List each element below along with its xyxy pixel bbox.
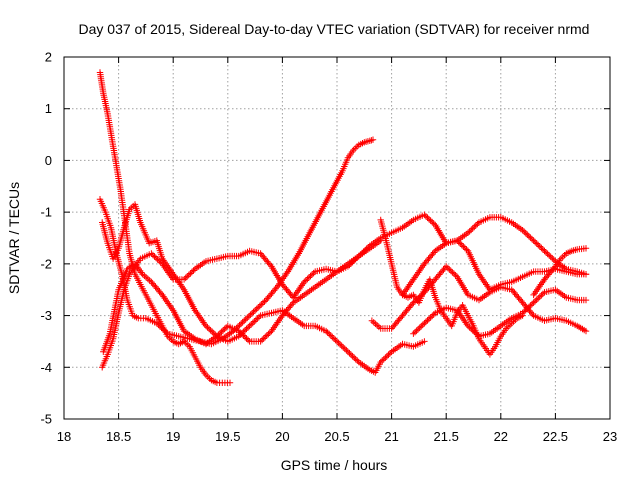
x-tick-label-19: 19 xyxy=(166,429,180,444)
x-tick-label-21: 21 xyxy=(384,429,398,444)
x-tick-label-21-5: 21.5 xyxy=(434,429,459,444)
y-tick-label-minus-4: -4 xyxy=(40,360,52,375)
y-axis-label: SDTVAR / TECUs xyxy=(6,182,22,294)
series-track-5 xyxy=(100,237,384,355)
series-markers xyxy=(368,263,590,335)
x-tick-label-22: 22 xyxy=(494,429,508,444)
y-tick-label-minus-1: -1 xyxy=(40,205,52,220)
series-track-8 xyxy=(399,237,590,299)
series-markers xyxy=(410,286,590,340)
x-axis-label: GPS time / hours xyxy=(281,457,388,473)
series-track-10 xyxy=(530,245,590,299)
x-tick-label-20-5: 20.5 xyxy=(324,429,349,444)
series-track-9 xyxy=(410,286,590,340)
series-markers xyxy=(100,237,384,355)
y-tick-label-0: 0 xyxy=(45,153,52,168)
y-tick-label-2: 2 xyxy=(45,50,52,65)
data-series xyxy=(96,69,590,386)
series-track-7 xyxy=(368,263,590,335)
x-tick-label-23: 23 xyxy=(603,429,617,444)
x-tick-label-20: 20 xyxy=(275,429,289,444)
y-tick-label-1: 1 xyxy=(45,101,52,116)
y-tick-labels: 2 1 0 -1 -2 -3 -4 -5 xyxy=(40,50,52,427)
y-tick-label-minus-5: -5 xyxy=(40,412,52,427)
x-tick-label-18-5: 18.5 xyxy=(106,429,131,444)
series-markers xyxy=(399,237,590,299)
series-markers xyxy=(530,245,590,299)
axis-ticks xyxy=(63,56,611,420)
grid-lines xyxy=(64,57,610,419)
y-tick-label-minus-3: -3 xyxy=(40,308,52,323)
x-tick-labels: 18 18.5 19 19.5 20 20.5 21 21.5 22 22.5 … xyxy=(57,429,617,444)
x-tick-label-22-5: 22.5 xyxy=(543,429,568,444)
x-tick-label-18: 18 xyxy=(57,429,71,444)
chart-title: Day 037 of 2015, Sidereal Day-to-day VTE… xyxy=(79,21,590,37)
y-tick-label-minus-2: -2 xyxy=(40,256,52,271)
x-tick-label-19-5: 19.5 xyxy=(215,429,240,444)
